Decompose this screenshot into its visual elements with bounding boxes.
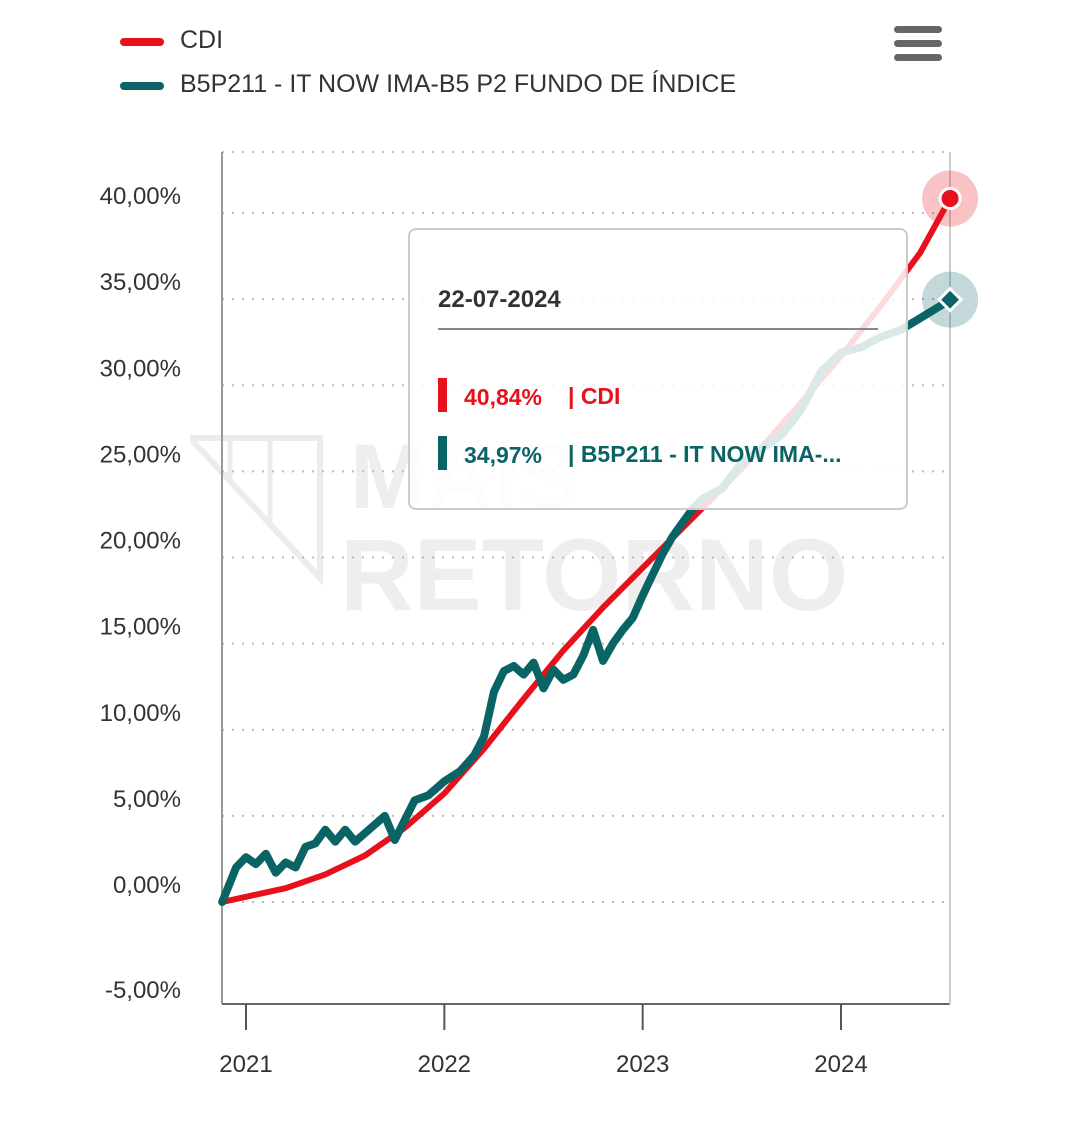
- y-axis-labels: -5,00% 0,00% 5,00% 10,00% 15,00% 20,00% 25,00%…: [100, 183, 181, 1004]
- tooltip-color-bar-cdi: [438, 378, 447, 412]
- y-tick-label: 25,00%: [100, 441, 181, 468]
- tooltip-series-b5p211: | B5P211 - IT NOW IMA-...: [568, 441, 842, 467]
- legend-label-b5p211: B5P211 - IT NOW IMA-B5 P2 FUNDO DE ÍNDIC…: [180, 70, 737, 98]
- tooltip-series-cdi: | CDI: [568, 383, 621, 409]
- tooltip-color-bar-b5p211: [438, 436, 447, 470]
- legend-swatch-b5p211: [120, 82, 164, 90]
- y-tick-label: 5,00%: [113, 786, 181, 813]
- chart-gridlines: [222, 151, 950, 903]
- tooltip-value-cdi: 40,84%: [464, 384, 543, 410]
- x-tick-label: 2022: [418, 1051, 471, 1078]
- x-tick-label: 2021: [219, 1051, 272, 1078]
- end-marker-b5p211: [936, 286, 964, 313]
- x-axis-labels: 2021 2022 2023 2024: [219, 1004, 868, 1078]
- y-tick-label: 20,00%: [100, 528, 181, 555]
- x-tick-label: 2023: [616, 1051, 669, 1078]
- tooltip-date: 22-07-2024: [438, 286, 561, 313]
- end-marker-cdi: [938, 187, 962, 211]
- tooltip-value-b5p211: 34,97%: [464, 442, 543, 468]
- hamburger-menu-icon[interactable]: [892, 24, 944, 64]
- y-tick-label: 0,00%: [113, 872, 181, 899]
- y-tick-label: 15,00%: [100, 614, 181, 641]
- tooltip-divider: [438, 328, 878, 330]
- y-tick-label: 30,00%: [100, 355, 181, 382]
- x-tick-label: 2024: [814, 1051, 867, 1078]
- chart-end-markers: [922, 170, 979, 328]
- y-tick-label: -5,00%: [105, 977, 181, 1004]
- legend-swatch-cdi: [120, 38, 164, 46]
- y-tick-label: 35,00%: [100, 269, 181, 296]
- y-tick-label: 40,00%: [100, 183, 181, 210]
- chart-tooltip: 22-07-2024 40,84% | CDI 34,97% | B5P211 …: [408, 228, 908, 510]
- legend-label-cdi: CDI: [180, 26, 224, 54]
- y-tick-label: 10,00%: [100, 700, 181, 727]
